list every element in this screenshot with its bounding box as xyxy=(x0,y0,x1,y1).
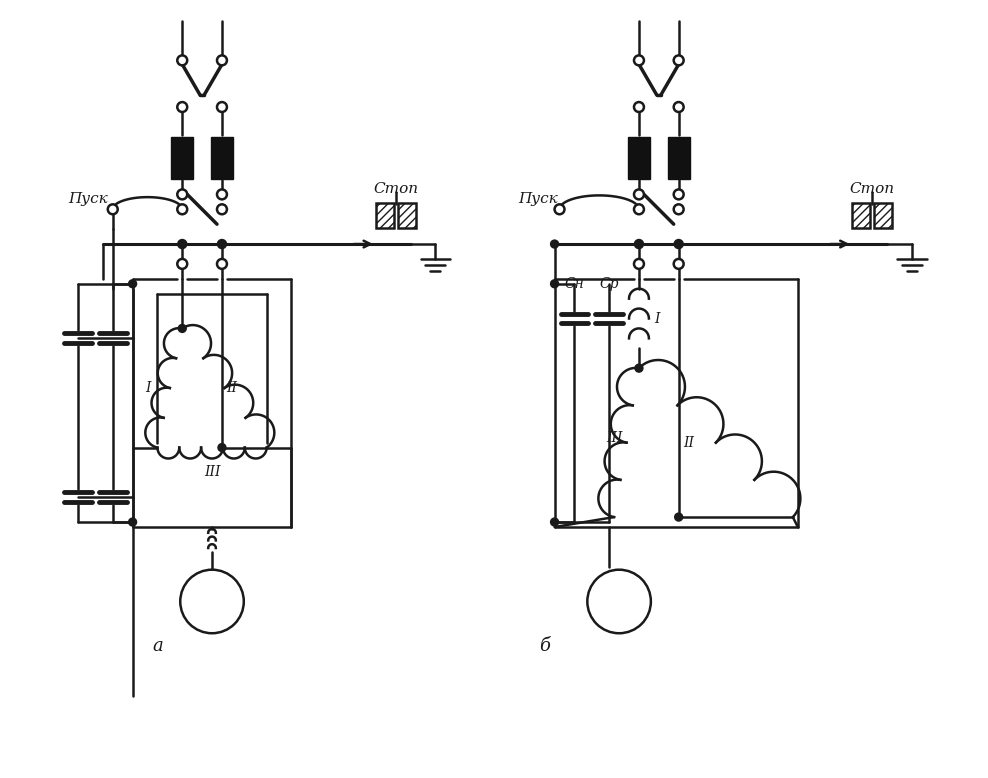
Bar xyxy=(874,203,892,228)
Circle shape xyxy=(634,55,644,65)
Circle shape xyxy=(178,240,186,248)
Text: Cр: Cр xyxy=(600,277,618,291)
Text: I: I xyxy=(145,381,150,395)
Circle shape xyxy=(550,240,558,248)
Text: a: a xyxy=(152,637,163,655)
Text: Пуск: Пуск xyxy=(68,192,108,206)
Text: II: II xyxy=(226,381,237,395)
Text: III: III xyxy=(204,465,220,479)
Circle shape xyxy=(635,240,643,248)
Circle shape xyxy=(675,240,683,248)
Circle shape xyxy=(217,259,227,269)
Text: Стоп: Стоп xyxy=(373,182,418,196)
Circle shape xyxy=(634,259,644,269)
Circle shape xyxy=(675,513,683,521)
Circle shape xyxy=(108,205,118,214)
Bar xyxy=(375,203,394,228)
Circle shape xyxy=(178,324,186,332)
Text: б: б xyxy=(539,637,550,655)
Circle shape xyxy=(635,364,643,372)
Circle shape xyxy=(634,189,644,199)
Circle shape xyxy=(217,55,227,65)
Circle shape xyxy=(674,259,684,269)
Bar xyxy=(398,203,416,228)
Circle shape xyxy=(550,518,558,526)
Text: II: II xyxy=(683,436,695,450)
Circle shape xyxy=(550,280,558,288)
Bar xyxy=(668,137,690,178)
Text: Пуск: Пуск xyxy=(518,192,557,206)
Circle shape xyxy=(180,569,244,633)
Bar xyxy=(171,137,194,178)
Circle shape xyxy=(177,259,187,269)
Circle shape xyxy=(218,443,226,451)
Circle shape xyxy=(128,518,136,526)
Text: Стоп: Стоп xyxy=(850,182,895,196)
Circle shape xyxy=(674,189,684,199)
Bar xyxy=(628,137,650,178)
Text: I: I xyxy=(654,311,660,325)
Bar xyxy=(211,137,233,178)
Text: III: III xyxy=(606,431,622,445)
Circle shape xyxy=(634,102,644,112)
Text: Cн: Cн xyxy=(564,277,584,291)
Circle shape xyxy=(177,189,187,199)
Bar xyxy=(853,203,870,228)
Circle shape xyxy=(177,205,187,214)
Circle shape xyxy=(674,205,684,214)
Circle shape xyxy=(218,240,226,248)
Circle shape xyxy=(674,102,684,112)
Circle shape xyxy=(177,102,187,112)
Circle shape xyxy=(587,569,651,633)
Circle shape xyxy=(217,205,227,214)
Circle shape xyxy=(177,55,187,65)
Circle shape xyxy=(128,280,136,288)
Circle shape xyxy=(217,102,227,112)
Circle shape xyxy=(554,205,564,214)
Circle shape xyxy=(217,189,227,199)
Circle shape xyxy=(674,55,684,65)
Circle shape xyxy=(634,205,644,214)
